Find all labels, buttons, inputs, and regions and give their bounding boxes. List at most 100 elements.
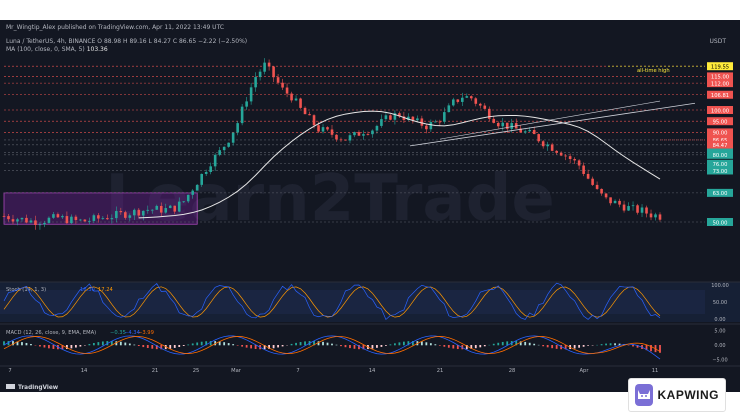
macd-hist-bar: [479, 345, 482, 348]
macd-hist-bar: [636, 345, 639, 348]
x-tick-label: 7: [8, 368, 11, 374]
candle-body: [38, 224, 42, 226]
macd-hist-bar: [227, 343, 230, 346]
macd-hist-bar: [632, 345, 634, 347]
candle-body: [559, 152, 563, 156]
price-label: 112.00: [711, 81, 729, 87]
candle-body: [222, 146, 226, 151]
tradingview-label: TradingView: [18, 385, 59, 391]
macd-hist-bar: [659, 345, 661, 353]
macd-hist-bar: [169, 345, 172, 349]
candle-body: [115, 211, 118, 219]
macd-hist-bar: [645, 345, 648, 351]
price-label: 115.00: [711, 75, 729, 81]
price-label: 100.00: [711, 108, 729, 114]
macd-hist-bar: [394, 343, 396, 346]
macd-hist-bar: [173, 345, 176, 348]
candle-body: [52, 214, 55, 218]
candle-body: [505, 122, 509, 129]
candle-body: [398, 113, 401, 117]
macd-hist-bar: [331, 343, 333, 346]
candle-body: [344, 139, 347, 141]
macd-hist-bar: [353, 345, 356, 349]
tradingview-chart[interactable]: Learn2Trade119.55115.00112.00106.81100.0…: [0, 20, 740, 392]
candle-body: [290, 93, 293, 101]
macd-hist-bar: [533, 343, 536, 346]
candle-body: [2, 216, 6, 217]
price-label: 119.55: [711, 65, 729, 71]
candle-body: [11, 219, 15, 222]
candle-body: [88, 220, 91, 222]
macd-hist-bar: [609, 343, 612, 346]
candle-body: [402, 116, 406, 120]
candle-body: [106, 218, 109, 220]
macd-hist-bar: [142, 345, 145, 348]
price-label-bg: [707, 150, 733, 159]
macd-hist-bar: [88, 344, 91, 346]
stoch-band: [0, 290, 705, 314]
candle-body: [285, 87, 289, 94]
stoch-k-value: 16.30: [80, 287, 95, 293]
macd-hist-bar: [241, 345, 244, 347]
macd-hist-bar: [299, 342, 302, 346]
macd-hist-bar: [3, 341, 5, 346]
candle-body: [546, 144, 549, 147]
candle-body: [501, 122, 505, 127]
candle-body: [366, 134, 370, 135]
macd-hist-bar: [380, 345, 383, 347]
candle-body: [308, 114, 311, 116]
candle-body: [213, 154, 217, 167]
macd-hist-bar: [272, 345, 275, 349]
candle-body: [339, 139, 343, 141]
candle-body: [34, 220, 37, 225]
x-tick-label: Mar: [231, 368, 242, 374]
candle-body: [128, 215, 132, 218]
macd-hist-bar: [542, 345, 545, 347]
macd-hist-bar: [358, 345, 360, 350]
candle-body: [294, 98, 298, 101]
candle-body: [321, 127, 325, 132]
ma-line: [138, 110, 661, 219]
macd-hist-bar: [191, 343, 194, 346]
candle-body: [240, 106, 244, 124]
macd-hist-bar: [582, 345, 585, 347]
macd-hist-bar: [465, 345, 468, 350]
macd-hist-bar: [335, 344, 338, 346]
macd-hist-bar: [52, 345, 55, 349]
candle-body: [97, 215, 100, 219]
candle-body: [362, 134, 365, 136]
candle-body: [56, 214, 60, 218]
candle-body: [591, 178, 594, 185]
candle-body: [609, 197, 612, 204]
macd-hist-bar: [254, 345, 257, 349]
macd-hist-value: −0.35: [110, 330, 126, 336]
candle-body: [231, 132, 235, 143]
candle-body: [70, 216, 73, 224]
macd-hist-bar: [546, 345, 549, 348]
macd-hist-bar: [133, 344, 136, 346]
tradingview-icon: [6, 384, 15, 389]
price-label-bg: [707, 72, 733, 81]
macd-hist-bar: [420, 341, 423, 346]
x-tick-label: 14: [81, 368, 88, 374]
candle-body: [227, 142, 230, 147]
macd-hist-bar: [43, 345, 46, 348]
candle-body: [452, 99, 455, 106]
symbol-line: Luna / TetherUS, 4h, BINANCE O 88.98 H 8…: [6, 38, 248, 45]
candle-body: [595, 184, 599, 189]
candle-body: [469, 96, 473, 99]
macd-hist-bar: [411, 341, 414, 346]
macd-tick: −5.00: [712, 357, 727, 363]
candle-body: [124, 212, 127, 218]
x-tick-label: 21: [437, 368, 444, 374]
macd-hist-bar: [39, 345, 41, 347]
price-label-bg: [707, 159, 733, 168]
macd-hist-bar: [101, 341, 104, 346]
kapwing-badge[interactable]: KAPWING: [628, 378, 726, 412]
macd-hist-bar: [578, 345, 581, 348]
candle-body: [393, 113, 397, 120]
candle-body: [411, 116, 415, 121]
macd-hist-bar: [70, 345, 73, 349]
candle-body: [622, 204, 626, 211]
candle-body: [510, 123, 514, 129]
